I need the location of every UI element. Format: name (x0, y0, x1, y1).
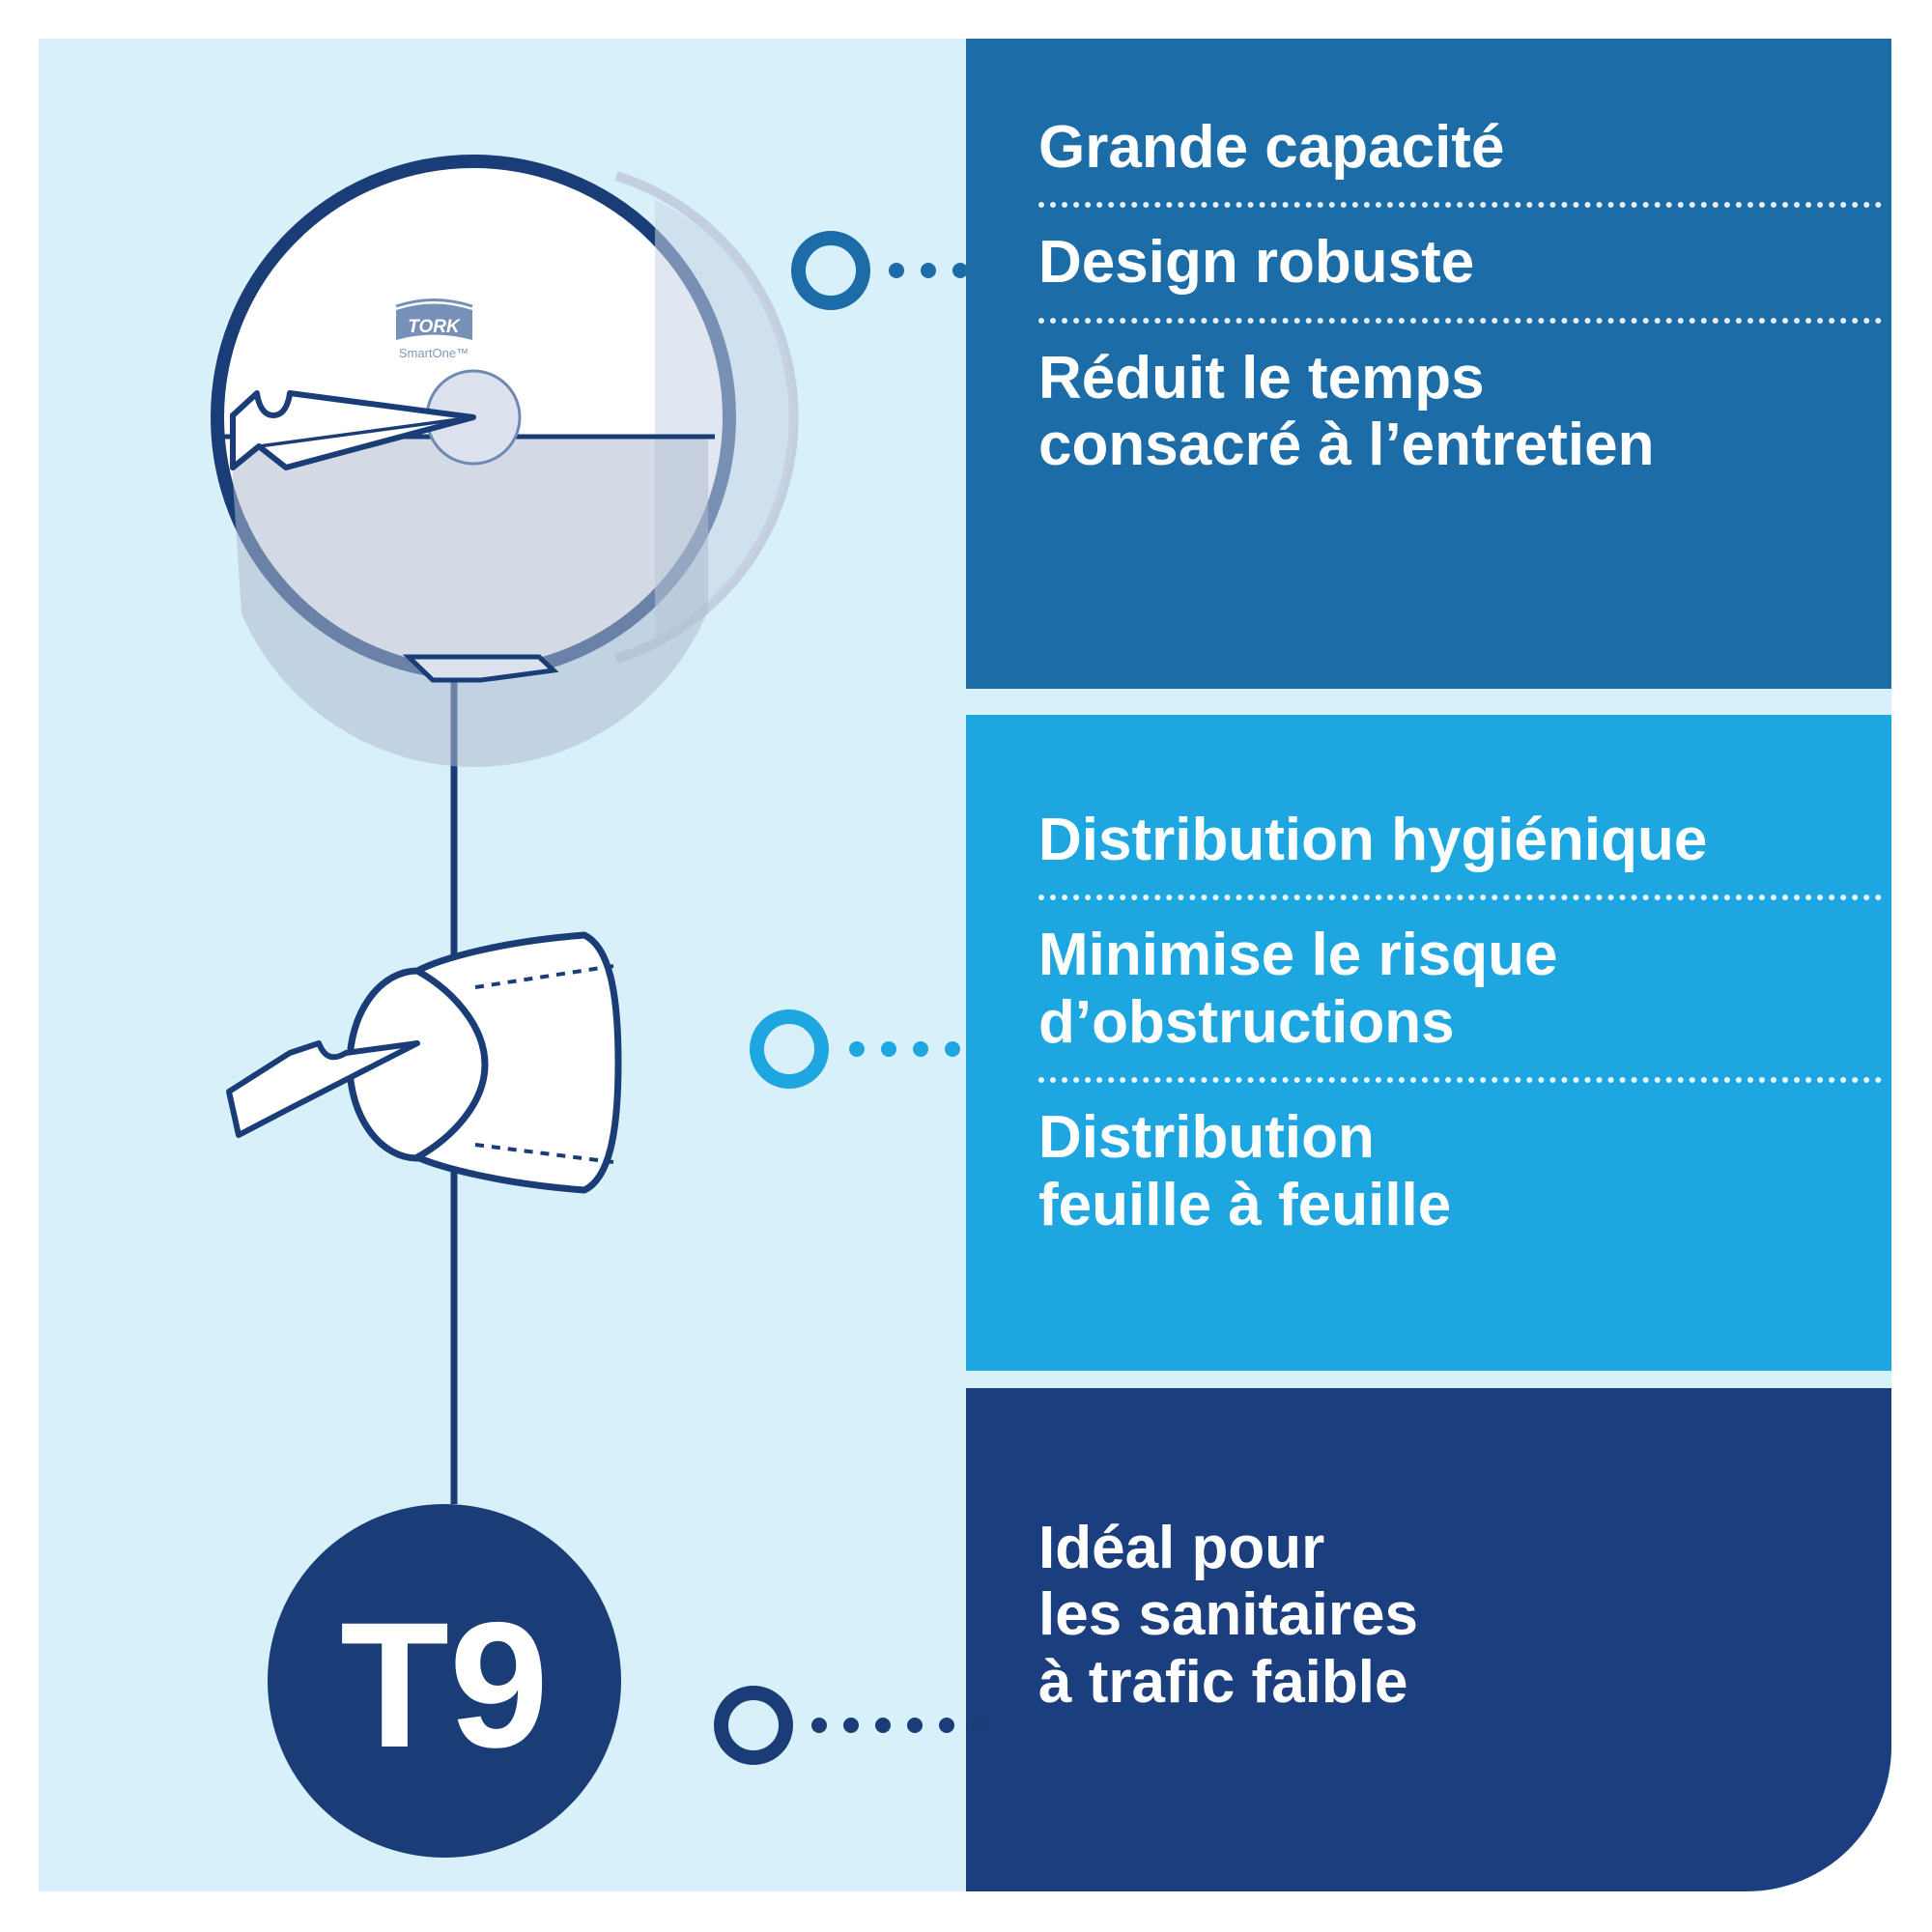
svg-text:TORK: TORK (408, 317, 461, 337)
svg-text:SmartOne™: SmartOne™ (399, 346, 469, 360)
svg-text:T9: T9 (340, 1586, 549, 1785)
